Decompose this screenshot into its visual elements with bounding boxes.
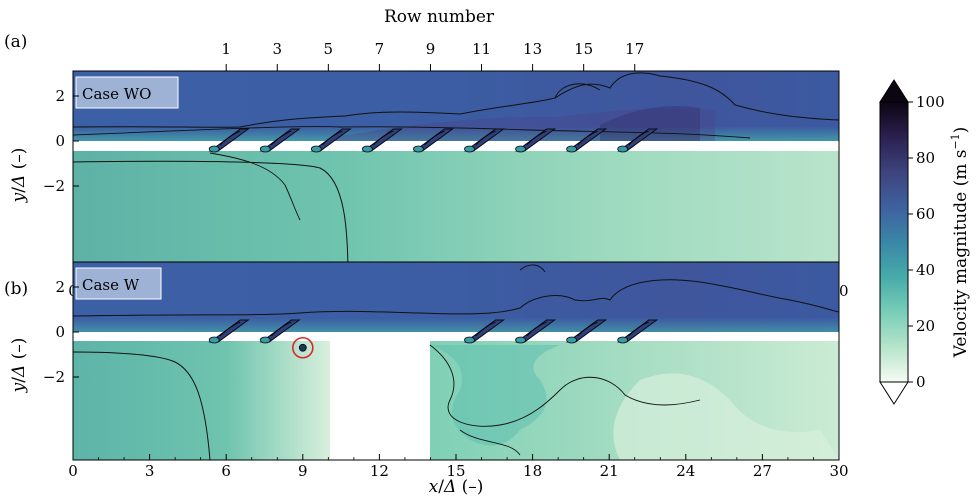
red-circle-marker	[291, 336, 314, 359]
x-tick-label: 15	[446, 462, 465, 480]
panel-b: (b) Case W 0 3 6 9 12 15 18 21 24 27 30 −2 0 2	[4, 261, 849, 497]
top-tick-label: 5	[324, 40, 334, 58]
case-label-a: Case WO	[82, 85, 151, 103]
x-tick-label: 0	[68, 462, 78, 480]
panel-a-y-ticks: −2 0 2	[43, 87, 79, 195]
x-tick-label: 30	[829, 462, 848, 480]
top-tick-label: 9	[426, 40, 436, 58]
top-axis-label: Row number	[384, 7, 495, 27]
inlet-row	[259, 128, 301, 153]
x-tick-label: 27	[753, 462, 772, 480]
x-tick-label: 12	[370, 462, 389, 480]
panel-b-field	[72, 262, 840, 461]
x-tick-label: 3	[145, 462, 155, 480]
colorbar-tick-label: 20	[916, 317, 935, 335]
y-tick-label: −2	[43, 177, 65, 195]
top-axis-ticks: 1 3 5 7 9 11 13 15 17	[221, 40, 644, 71]
panel-a-label: (a)	[4, 32, 27, 52]
colorbar-bar	[879, 101, 909, 383]
inlet-row	[566, 128, 608, 153]
inlet-row	[208, 319, 250, 344]
colorbar-tick-label: 40	[916, 261, 935, 279]
inlet-row	[515, 128, 557, 153]
panel-a-field	[72, 71, 840, 279]
top-tick-label: 11	[472, 40, 491, 58]
colorbar-ticks: 0 20 40 60 80 100	[908, 93, 945, 391]
case-label-b: Case W	[82, 276, 140, 294]
x-tick-label: 9	[298, 462, 308, 480]
inlet-row	[464, 128, 506, 153]
inlet-row	[361, 128, 403, 153]
x-tick-label: 21	[600, 462, 619, 480]
top-tick-label: 13	[523, 40, 542, 58]
panel-a-inlet-rows	[208, 128, 659, 153]
case-label-box-a	[75, 76, 179, 109]
inlet-row	[617, 319, 659, 344]
inlet-row	[515, 319, 557, 344]
inlet-row	[412, 128, 454, 153]
panel-b-label: (b)	[4, 279, 28, 299]
x-tick-label: 6	[221, 462, 231, 480]
x-tick-label: 24	[676, 462, 695, 480]
inlet-row	[617, 128, 659, 153]
inlet-row	[259, 319, 301, 344]
inlet-row	[566, 319, 608, 344]
inlet-row	[208, 128, 250, 153]
inlet-row	[464, 319, 506, 344]
x-axis-label: x/Δ (–)	[429, 477, 484, 497]
panel-b-x-ticks: 0 3 6 9 12 15 18 21 24 27 30	[68, 454, 849, 480]
top-tick-label: 1	[221, 40, 231, 58]
case-label-box-b	[75, 267, 162, 300]
y-tick-label: 0	[55, 132, 65, 150]
colorbar-bottom-extend	[879, 381, 909, 405]
top-tick-label: 15	[574, 40, 593, 58]
colorbar: 0 20 40 60 80 100 Velocity magnitude (m s−1)	[879, 79, 971, 405]
y-tick-label: 0	[55, 323, 65, 341]
y-tick-label: 2	[55, 278, 65, 296]
top-tick-label: 3	[272, 40, 282, 58]
marker-ring	[291, 336, 314, 359]
colorbar-tick-label: 80	[916, 149, 935, 167]
top-tick-label: 17	[625, 40, 644, 58]
x-tick-label: 18	[523, 462, 542, 480]
colorbar-tick-label: 60	[916, 205, 935, 223]
top-tick-label: 7	[375, 40, 385, 58]
marker-core	[298, 343, 307, 352]
panel-b-ylabel: y/Δ (–)	[9, 338, 29, 394]
colorbar-tick-label: 0	[916, 373, 926, 391]
colorbar-top-extend	[879, 79, 909, 103]
panel-b-inlet-rows	[208, 319, 659, 344]
colorbar-label: Velocity magnitude (m s−1)	[949, 127, 971, 359]
panel-b-y-ticks: −2 0 2	[43, 278, 79, 386]
colorbar-tick-label: 100	[916, 93, 945, 111]
inlet-row	[310, 128, 352, 153]
y-tick-label: −2	[43, 368, 65, 386]
y-tick-label: 2	[55, 87, 65, 105]
panel-a-ylabel: y/Δ (–)	[9, 148, 29, 204]
